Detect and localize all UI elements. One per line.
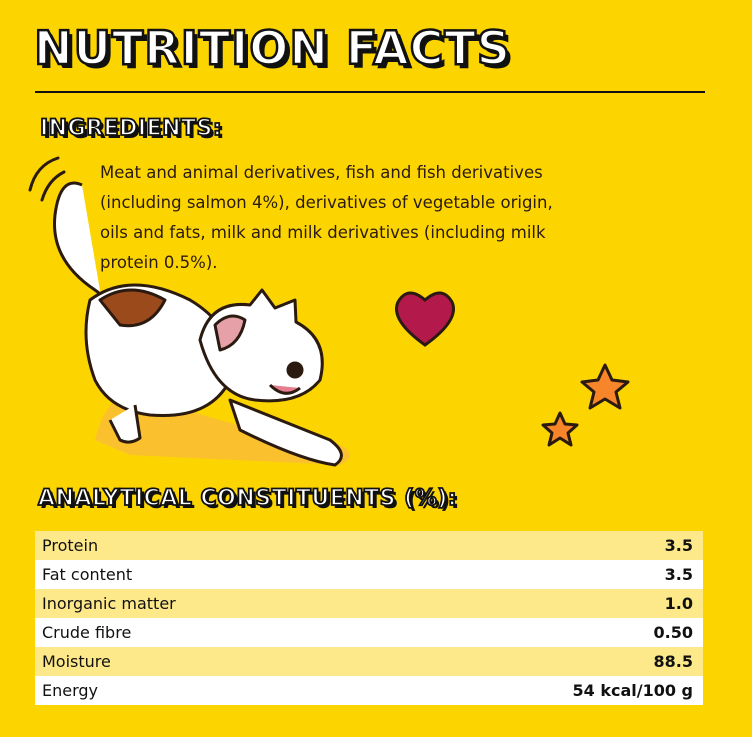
ear: [213, 314, 247, 352]
patch: [98, 288, 167, 328]
table-row: Energy 54 kcal/100 g: [35, 676, 703, 705]
row-label: Crude fibre: [42, 623, 132, 642]
table-row: Crude fibre 0.50: [35, 618, 703, 647]
ingredients-line: (including salmon 4%), derivatives of ve…: [100, 193, 553, 212]
divider: [35, 91, 705, 93]
ingredients-line: Meat and animal derivatives, fish and fi…: [100, 163, 543, 182]
paw: [108, 404, 142, 444]
nose: [286, 361, 304, 379]
row-value: 3.5: [664, 565, 693, 584]
row-value: 54 kcal/100 g: [572, 681, 693, 700]
motion-line: [40, 170, 66, 202]
star: [541, 411, 579, 447]
table-heading: ANALYTICAL CONSTITUENTS (%):: [37, 485, 458, 512]
ingredients-line: protein 0.5%).: [100, 253, 218, 272]
star: [580, 363, 630, 410]
mouth: [268, 383, 301, 395]
ingredients-heading: INGREDIENTS:: [39, 115, 223, 142]
constituents-table: Protein 3.5 Fat content 3.5 Inorganic matter…: [35, 531, 703, 705]
ingredients-text: Meat and animal derivatives, fish and fi…: [100, 158, 553, 278]
heart: [395, 291, 455, 347]
table-row: Fat content 3.5: [35, 560, 703, 589]
row-label: Inorganic matter: [42, 594, 176, 613]
row-value: 88.5: [653, 652, 693, 671]
ingredients-line: oils and fats, milk and milk derivatives…: [100, 223, 546, 242]
table-row: Protein 3.5: [35, 531, 703, 560]
table-row: Inorganic matter 1.0: [35, 589, 703, 618]
row-label: Moisture: [42, 652, 111, 671]
motion-line: [28, 156, 60, 192]
row-label: Fat content: [42, 565, 133, 584]
row-value: 0.50: [653, 623, 693, 642]
table-row: Moisture 88.5: [35, 647, 703, 676]
row-value: 3.5: [664, 536, 693, 555]
row-label: Energy: [42, 681, 99, 700]
row-value: 1.0: [664, 594, 693, 613]
row-label: Protein: [42, 536, 99, 555]
title: NUTRITION FACTS: [33, 20, 511, 77]
front-leg: [228, 398, 343, 467]
